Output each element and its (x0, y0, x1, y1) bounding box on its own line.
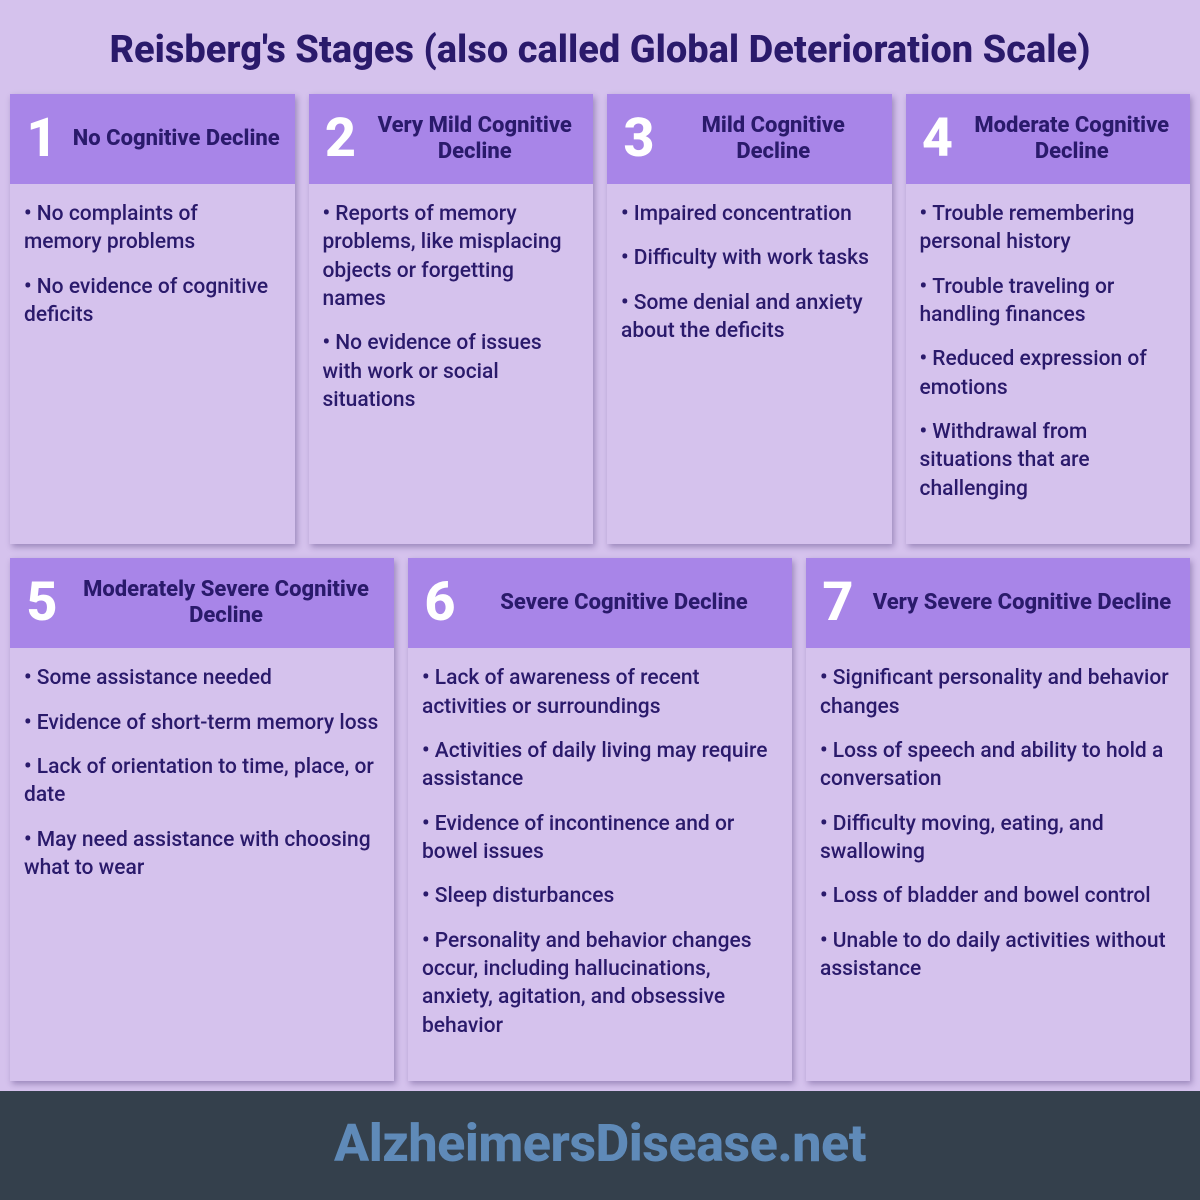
bullet: Activities of daily living may require a… (422, 737, 778, 794)
bullet: Lack of awareness of recent activities o… (422, 664, 778, 721)
stage-card-1: 1 No Cognitive Decline No complaints of … (10, 94, 295, 544)
stage-body: Trouble remembering personal history Tro… (906, 184, 1191, 521)
bullet: May need assistance with choosing what t… (24, 826, 380, 883)
bullet: Trouble remembering personal history (920, 200, 1177, 257)
stages-grid: 1 No Cognitive Decline No complaints of … (0, 94, 1200, 1091)
stage-body: Lack of awareness of recent activities o… (408, 648, 792, 1058)
stage-header: 1 No Cognitive Decline (10, 94, 295, 184)
bullet: Significant personality and behavior cha… (820, 664, 1176, 721)
stage-number: 1 (20, 112, 64, 166)
page-title: Reisberg's Stages (also called Global De… (0, 0, 1200, 94)
stage-card-4: 4 Moderate Cognitive Decline Trouble rem… (906, 94, 1191, 544)
bullet: No evidence of issues with work or socia… (323, 329, 580, 414)
stage-header: 5 Moderately Severe Cognitive Decline (10, 558, 394, 648)
bullet: Trouble traveling or handling finances (920, 273, 1177, 330)
bullet: Difficulty with work tasks (621, 244, 878, 272)
bullet: Sleep disturbances (422, 882, 778, 910)
bullet: Reports of memory problems, like misplac… (323, 200, 580, 313)
stage-body: Impaired concentration Difficulty with w… (607, 184, 892, 363)
stage-card-5: 5 Moderately Severe Cognitive Decline So… (10, 558, 394, 1081)
stage-card-6: 6 Severe Cognitive Decline Lack of aware… (408, 558, 792, 1081)
stage-body: Some assistance needed Evidence of short… (10, 648, 394, 900)
stage-number: 2 (319, 112, 363, 166)
stage-header: 3 Mild Cognitive Decline (607, 94, 892, 184)
stage-card-2: 2 Very Mild Cognitive Decline Reports of… (309, 94, 594, 544)
stage-body: Significant personality and behavior cha… (806, 648, 1190, 1001)
stage-header: 2 Very Mild Cognitive Decline (309, 94, 594, 184)
stage-card-3: 3 Mild Cognitive Decline Impaired concen… (607, 94, 892, 544)
bullet: Evidence of short-term memory loss (24, 709, 380, 737)
bullet: Personality and behavior changes occur, … (422, 927, 778, 1040)
bullet: Withdrawal from situations that are chal… (920, 418, 1177, 503)
stage-header: 4 Moderate Cognitive Decline (906, 94, 1191, 184)
stage-number: 3 (617, 112, 661, 166)
stage-title: Severe Cognitive Decline (470, 590, 778, 616)
stage-body: Reports of memory problems, like misplac… (309, 184, 594, 432)
bullet: Evidence of incontinence and or bowel is… (422, 810, 778, 867)
bullet: Lack of orientation to time, place, or d… (24, 753, 380, 810)
bullet: No evidence of cognitive deficits (24, 273, 281, 330)
stage-title: Mild Cognitive Decline (669, 113, 878, 166)
bullet: Impaired concentration (621, 200, 878, 228)
footer-attribution: AlzheimersDisease.net (0, 1091, 1200, 1200)
bullet: Unable to do daily activities without as… (820, 927, 1176, 984)
bullet: Loss of bladder and bowel control (820, 882, 1176, 910)
stage-title: Moderate Cognitive Decline (968, 113, 1177, 166)
stage-title: Moderately Severe Cognitive Decline (72, 577, 380, 630)
stage-body: No complaints of memory problems No evid… (10, 184, 295, 347)
stage-title: Very Severe Cognitive Decline (868, 590, 1176, 616)
stage-header: 6 Severe Cognitive Decline (408, 558, 792, 648)
bullet: Some denial and anxiety about the defici… (621, 289, 878, 346)
bullet: Some assistance needed (24, 664, 380, 692)
stage-card-7: 7 Very Severe Cognitive Decline Signific… (806, 558, 1190, 1081)
stage-header: 7 Very Severe Cognitive Decline (806, 558, 1190, 648)
stage-number: 4 (916, 112, 960, 166)
stage-number: 6 (418, 576, 462, 630)
bullet: Difficulty moving, eating, and swallowin… (820, 810, 1176, 867)
bullet: Loss of speech and ability to hold a con… (820, 737, 1176, 794)
stage-title: No Cognitive Decline (72, 126, 281, 152)
bullet: Reduced expression of emotions (920, 345, 1177, 402)
bullet: No complaints of memory problems (24, 200, 281, 257)
stage-title: Very Mild Cognitive Decline (371, 113, 580, 166)
stage-number: 5 (20, 576, 64, 630)
stage-number: 7 (816, 576, 860, 630)
